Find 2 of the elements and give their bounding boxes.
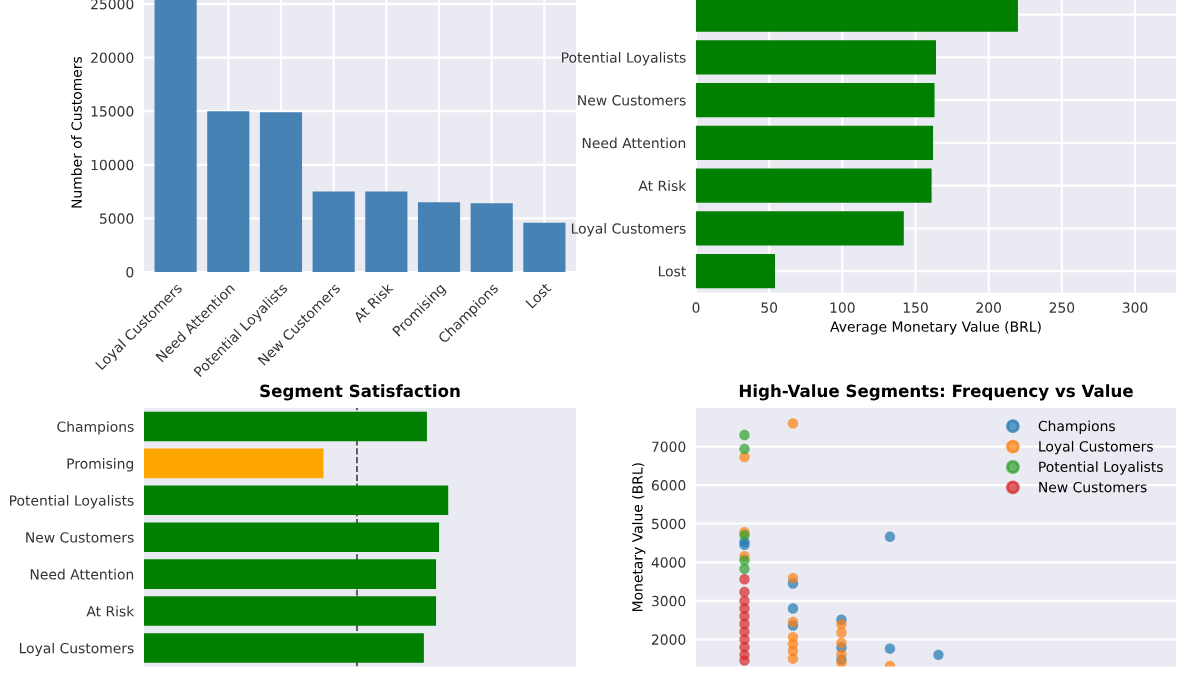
- chart-title: High-Value Segments: Frequency vs Value: [739, 384, 1133, 401]
- chart-title: Segment Satisfaction: [260, 384, 460, 401]
